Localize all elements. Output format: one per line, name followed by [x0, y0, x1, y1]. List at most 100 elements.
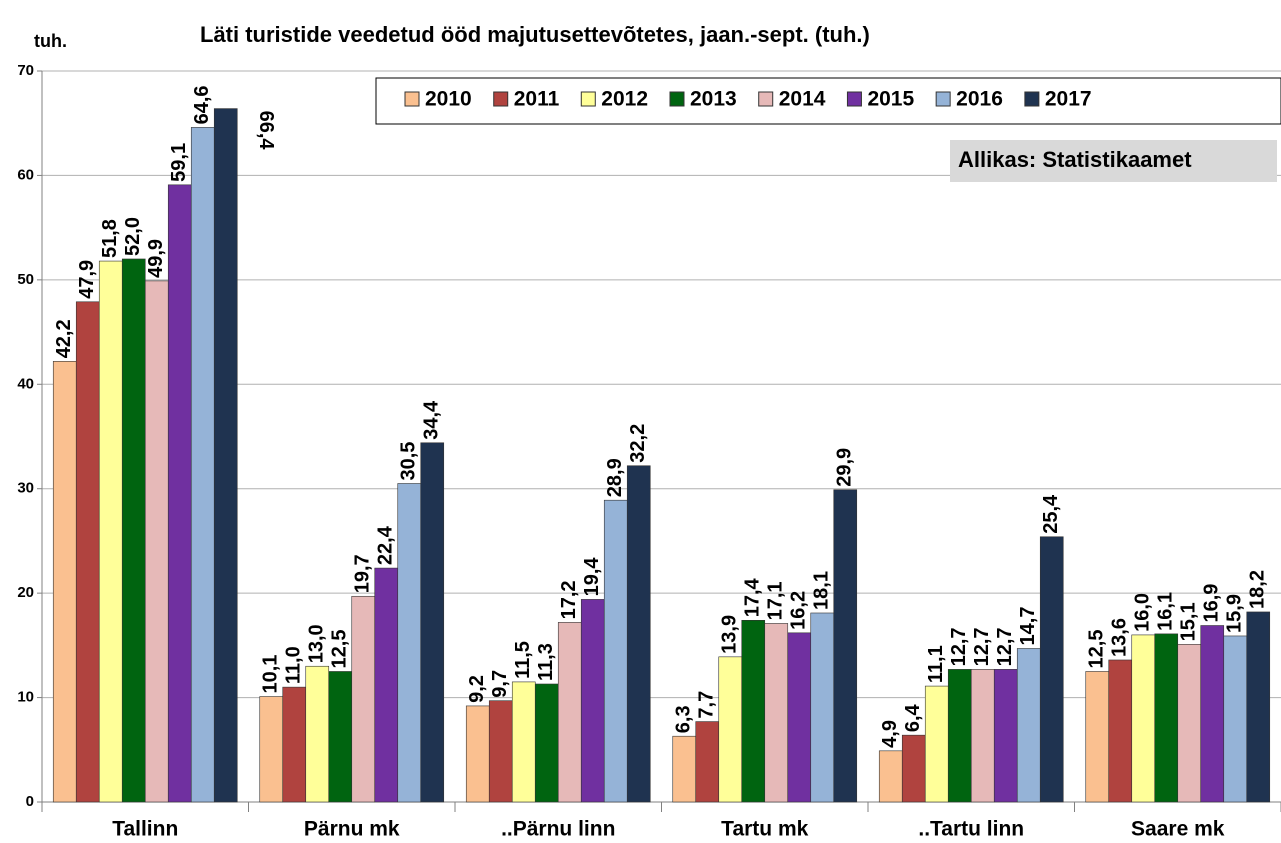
legend-swatch [404, 91, 420, 107]
data-label: 34,4 [421, 400, 443, 440]
x-tick-label: ..Pärnu linn [501, 818, 615, 841]
data-label: 49,9 [145, 239, 167, 278]
data-label: 17,1 [765, 581, 787, 620]
bar [741, 619, 766, 803]
data-label: 30,5 [398, 442, 420, 481]
bar [764, 623, 789, 803]
data-label: 6,3 [673, 705, 695, 733]
data-label: 64,6 [191, 85, 213, 124]
bar [718, 656, 743, 803]
y-tick-label: 30 [17, 480, 34, 497]
bar [833, 489, 858, 803]
bar [672, 735, 697, 803]
note: Allikas: Statistikaamet [958, 147, 1192, 172]
data-label: 7,7 [696, 691, 718, 719]
bar [1246, 611, 1271, 803]
y-tick-label: 50 [17, 271, 34, 288]
data-label: 13,6 [1109, 618, 1131, 657]
legend-label: 2017 [1045, 88, 1092, 111]
bar [534, 683, 559, 803]
bar [1177, 644, 1202, 803]
bar [374, 567, 399, 803]
data-label: 42,2 [53, 319, 75, 358]
data-label: 13,9 [719, 615, 741, 654]
bar [511, 681, 536, 803]
bar [259, 696, 284, 803]
data-label: 66,4 [255, 111, 277, 151]
y-tick-label: 70 [17, 62, 34, 79]
bar [603, 499, 628, 803]
data-label: 15,1 [1178, 602, 1200, 641]
data-label: 17,2 [558, 580, 580, 619]
legend-swatch [669, 91, 685, 107]
legend-swatch [1024, 91, 1040, 107]
note-box [950, 140, 1277, 182]
data-label: 28,9 [604, 458, 626, 497]
data-label: 22,4 [375, 525, 397, 565]
legend-swatch [846, 91, 862, 107]
y-tick-label: 0 [26, 793, 34, 810]
data-label: 47,9 [76, 260, 98, 299]
bar [557, 622, 582, 803]
y-tick-label: 60 [17, 166, 34, 183]
bar [52, 361, 77, 803]
bar [190, 127, 215, 803]
legend-swatch [493, 91, 509, 107]
bar [1039, 536, 1064, 803]
bar [144, 280, 169, 803]
y-tick-label: 10 [17, 689, 34, 706]
bar [488, 700, 513, 803]
x-tick-label: Pärnu mk [304, 818, 400, 841]
data-label: 11,3 [535, 643, 557, 681]
x-tick-label: Tartu mk [721, 818, 808, 841]
data-label: 51,8 [99, 219, 121, 258]
bar [970, 669, 995, 803]
data-label: 16,1 [1155, 592, 1177, 631]
data-label: 16,9 [1201, 584, 1223, 623]
bar [420, 442, 445, 803]
x-tick-label: Tallinn [112, 818, 178, 841]
y-axis-label: tuh. [34, 31, 67, 51]
data-label: 11,0 [283, 646, 305, 684]
data-label: 12,5 [329, 630, 351, 669]
data-label: 32,2 [627, 424, 649, 463]
legend-label: 2012 [601, 88, 648, 111]
legend-swatch [935, 91, 951, 107]
legend-box [375, 77, 1281, 125]
legend-label: 2014 [779, 88, 826, 111]
bar [328, 671, 353, 803]
bar [213, 108, 238, 803]
bar [626, 465, 651, 803]
bar [465, 705, 490, 803]
bar [1108, 659, 1133, 803]
bar [1085, 671, 1110, 803]
legend-label: 2010 [425, 88, 472, 111]
data-label: 12,5 [1086, 630, 1108, 669]
bar [1016, 648, 1041, 803]
data-label: 16,0 [1132, 593, 1154, 632]
y-tick-label: 20 [17, 584, 34, 601]
bar [878, 750, 903, 803]
x-tick-label: Saare mk [1131, 818, 1225, 841]
bar [993, 669, 1018, 803]
bar [810, 612, 835, 803]
data-label: 19,4 [581, 557, 603, 597]
bar [1131, 634, 1156, 803]
bar [901, 734, 926, 803]
bar [787, 632, 812, 803]
bar [947, 669, 972, 803]
legend-label: 2011 [514, 88, 560, 111]
data-label: 15,9 [1224, 594, 1246, 633]
data-label: 18,2 [1247, 570, 1269, 609]
bar [121, 258, 146, 803]
legend-swatch [580, 91, 596, 107]
y-tick-label: 40 [17, 375, 34, 392]
bar [1154, 633, 1179, 803]
bar [351, 595, 376, 803]
data-label: 4,9 [879, 720, 901, 748]
data-label: 11,5 [512, 641, 534, 679]
legend-label: 2015 [867, 88, 914, 111]
data-label: 6,4 [902, 703, 924, 732]
bar [1223, 635, 1248, 803]
